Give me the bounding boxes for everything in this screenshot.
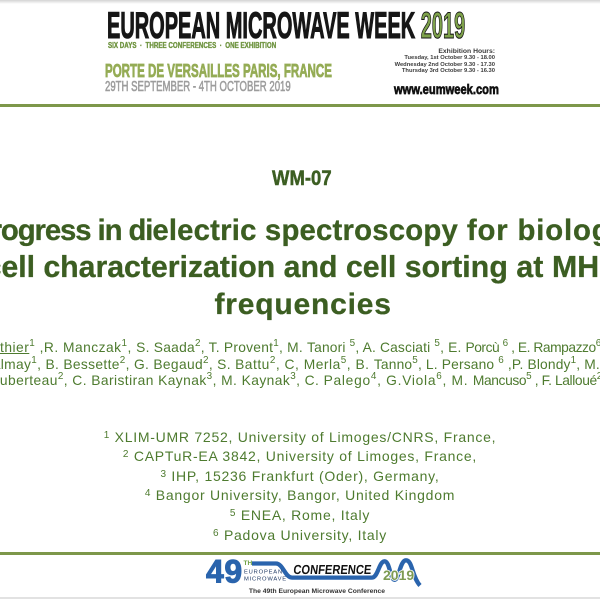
svg-text:49: 49 <box>206 554 243 590</box>
svg-text:2019: 2019 <box>383 567 414 583</box>
svg-text:TH: TH <box>244 560 253 567</box>
svg-text:CONFERENCE: CONFERENCE <box>293 562 372 577</box>
svg-text:MICROWAVE: MICROWAVE <box>244 577 287 583</box>
svg-text:EUROPEAN: EUROPEAN <box>244 569 283 575</box>
